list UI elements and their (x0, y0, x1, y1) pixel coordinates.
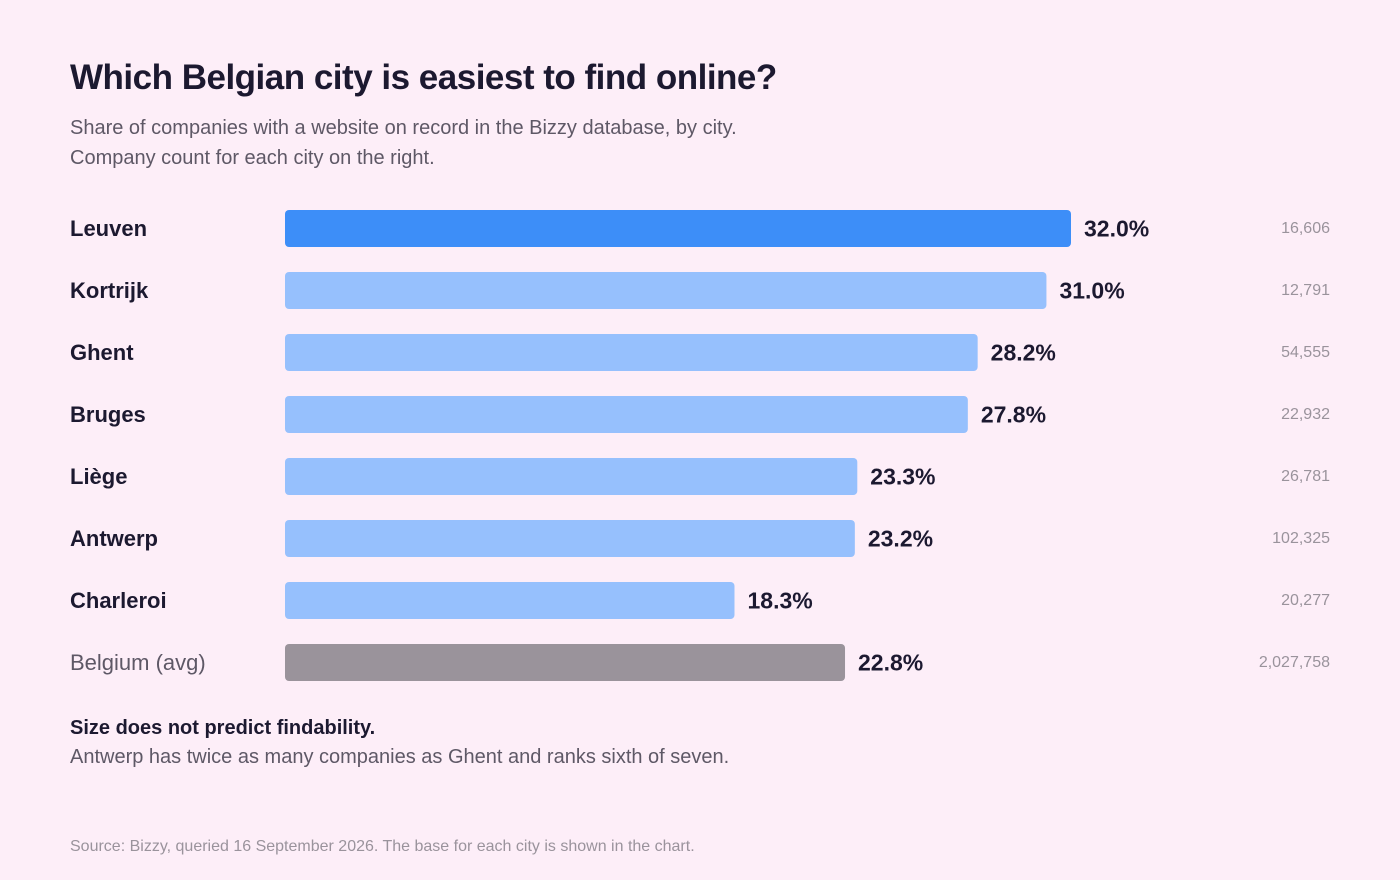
company-count-label: 12,791 (1281, 282, 1330, 299)
value-label: 31.0% (1059, 278, 1124, 304)
source-note: Source: Bizzy, queried 16 September 2026… (70, 838, 695, 855)
bar (285, 272, 1047, 309)
note-body: Antwerp has twice as many companies as G… (70, 746, 730, 768)
company-count-label: 54,555 (1281, 344, 1330, 361)
category-label: Belgium (avg) (70, 650, 206, 675)
value-label: 18.3% (747, 588, 812, 614)
category-label: Bruges (70, 402, 146, 427)
bar (285, 334, 978, 371)
value-label: 27.8% (981, 402, 1046, 428)
bar-chart: Leuven 32.0% 16,606 Kortrijk 31.0% 12,791 Ghen… (70, 210, 1330, 681)
bar (285, 396, 968, 433)
bar (285, 520, 855, 557)
value-label: 23.2% (868, 526, 933, 552)
bar (285, 582, 735, 619)
company-count-label: 2,027,758 (1259, 654, 1330, 671)
company-count-label: 16,606 (1281, 220, 1330, 237)
category-label: Charleroi (70, 588, 167, 613)
chart-title: Which Belgian city is easiest to find on… (70, 58, 777, 97)
category-label: Ghent (70, 340, 134, 365)
company-count-label: 102,325 (1272, 530, 1330, 547)
note-title: Size does not predict findability. (70, 717, 376, 739)
category-label: Antwerp (70, 526, 158, 551)
chart-subtitle-line-1: Share of companies with a website on rec… (70, 117, 737, 139)
bar (285, 210, 1071, 247)
bar (285, 644, 846, 681)
chart-subtitle-line-2: Company count for each city on the right… (70, 147, 435, 169)
company-count-label: 26,781 (1281, 468, 1330, 485)
company-count-label: 22,932 (1281, 406, 1330, 423)
category-label: Kortrijk (70, 278, 149, 303)
category-label: Leuven (70, 216, 147, 241)
value-label: 28.2% (991, 340, 1056, 366)
bar (285, 458, 858, 495)
company-count-label: 20,277 (1281, 592, 1330, 609)
value-label: 22.8% (858, 650, 923, 676)
value-label: 32.0% (1084, 216, 1149, 242)
category-label: Liège (70, 464, 127, 489)
value-label: 23.3% (870, 464, 935, 490)
